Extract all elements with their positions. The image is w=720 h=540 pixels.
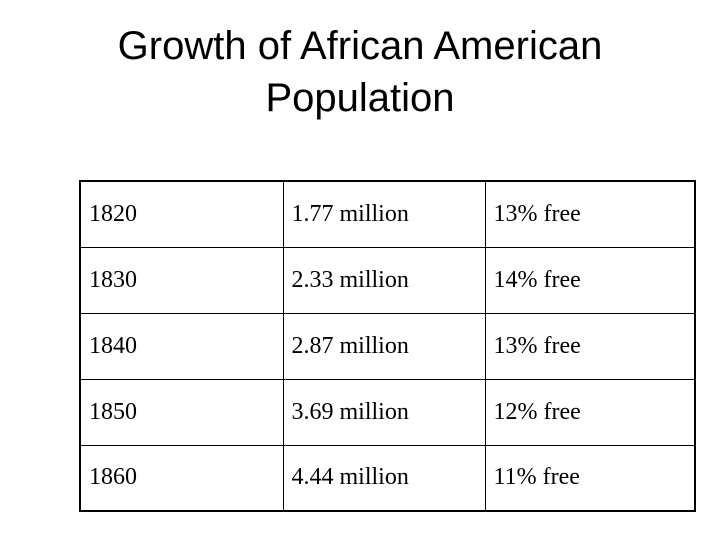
year-cell: 1860 (79, 444, 284, 512)
slide-title: Growth of African American Population (0, 20, 720, 124)
table-row: 1830 2.33 million 14% free (79, 246, 696, 314)
population-cell: 1.77 million (282, 180, 486, 248)
population-cell: 2.87 million (282, 312, 486, 380)
slide-title-line-1: Growth of African American (117, 24, 603, 68)
year-cell: 1850 (79, 378, 284, 446)
year-cell: 1830 (79, 246, 284, 314)
free-percent-cell: 11% free (484, 444, 696, 512)
population-cell: 4.44 million (282, 444, 486, 512)
table-row: 1840 2.87 million 13% free (79, 312, 696, 380)
population-cell: 2.33 million (282, 246, 486, 314)
free-percent-cell: 13% free (484, 180, 696, 248)
table-row: 1850 3.69 million 12% free (79, 378, 696, 446)
free-percent-cell: 12% free (484, 378, 696, 446)
slide-title-line-2: Population (265, 76, 455, 120)
free-percent-cell: 13% free (484, 312, 696, 380)
population-table: 1820 1.77 million 13% free 1830 2.33 mil… (79, 180, 696, 512)
population-cell: 3.69 million (282, 378, 486, 446)
table-row: 1860 4.44 million 11% free (79, 444, 696, 512)
free-percent-cell: 14% free (484, 246, 696, 314)
table-row: 1820 1.77 million 13% free (79, 180, 696, 248)
year-cell: 1820 (79, 180, 284, 248)
year-cell: 1840 (79, 312, 284, 380)
